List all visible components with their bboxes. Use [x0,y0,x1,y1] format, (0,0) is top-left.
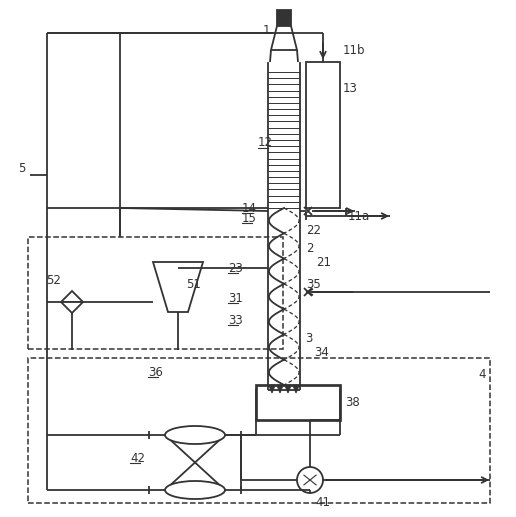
Text: 31: 31 [228,292,243,305]
Text: 22: 22 [306,223,321,236]
Text: 1: 1 [262,24,270,38]
Text: 15: 15 [242,211,257,224]
Text: 33: 33 [228,313,243,327]
Bar [28,358,490,503]
Text: 51: 51 [186,278,201,291]
Bar [306,62,340,208]
Text: 12: 12 [258,136,273,149]
Text: 4: 4 [478,369,486,382]
Text: 38: 38 [345,397,360,409]
Text: 21: 21 [316,255,331,268]
Text: 41: 41 [315,495,330,509]
Text: 3: 3 [305,331,312,344]
Text: 34: 34 [314,345,329,358]
Text: 36: 36 [148,366,163,378]
Text: 42: 42 [130,451,145,464]
Text: 11a: 11a [348,209,370,222]
Polygon shape [277,385,283,393]
Text: 13: 13 [343,82,358,95]
Text: 52: 52 [46,273,61,286]
Polygon shape [61,302,83,313]
Text: 5: 5 [18,161,25,175]
Text: 11b: 11b [343,43,365,56]
Ellipse shape [165,481,225,499]
Text: 14: 14 [242,202,257,215]
Polygon shape [269,385,275,393]
Polygon shape [153,262,203,312]
Polygon shape [271,26,297,50]
Circle shape [297,467,323,493]
Ellipse shape [165,426,225,444]
Text: 23: 23 [228,262,243,275]
Text: 2: 2 [306,241,314,254]
Bar [256,385,340,420]
Polygon shape [293,385,299,393]
Text: 35: 35 [306,279,321,292]
Bar [28,237,283,349]
Polygon shape [61,291,83,302]
Bar [277,10,291,26]
Polygon shape [285,385,291,393]
